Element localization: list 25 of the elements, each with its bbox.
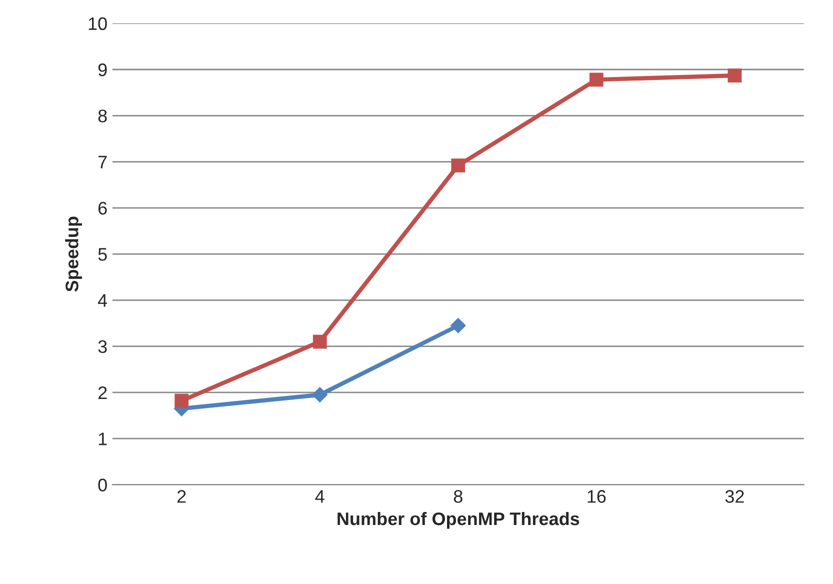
point (312, 334, 327, 349)
y-tick-label: 6 (98, 202, 107, 215)
y-axis-title: Speedup (65, 216, 82, 292)
y-tick-label: 7 (98, 156, 107, 168)
x-tick-label: 8 (454, 490, 462, 503)
y-tick-label: 10 (88, 17, 107, 30)
point (728, 68, 742, 82)
y-tick-label: 5 (98, 248, 107, 261)
y-tick-label: 2 (98, 386, 107, 399)
y-tick-label: 3 (98, 340, 107, 354)
y-tick-label: 8 (98, 110, 107, 122)
y-tick-label: 4 (98, 294, 108, 307)
y-tick-label: 9 (98, 63, 107, 76)
point (451, 158, 466, 172)
point (312, 386, 328, 403)
point (589, 72, 604, 87)
x-tick-label: 2 (177, 490, 186, 503)
point (450, 318, 466, 334)
y-tick-label: 1 (98, 432, 107, 446)
x-axis-title: Number of OpenMP Threads (338, 512, 580, 529)
x-tick-label: 32 (725, 490, 744, 503)
x-tick-label: 4 (315, 490, 324, 503)
y-tick-label: 0 (98, 478, 107, 492)
x-tick-label: 16 (588, 490, 606, 503)
point (174, 394, 189, 408)
